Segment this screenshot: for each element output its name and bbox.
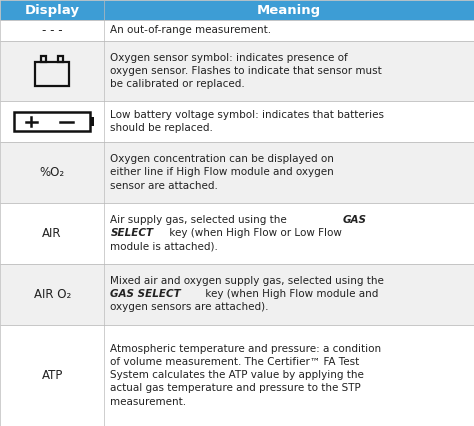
Text: An out-of-range measurement.: An out-of-range measurement. [110,26,272,35]
Text: AIR: AIR [42,227,62,240]
Text: Atmospheric temperature and pressure: a condition: Atmospheric temperature and pressure: a … [110,344,382,354]
Text: sensor are attached.: sensor are attached. [110,181,219,190]
Text: SELECT: SELECT [110,228,154,238]
Bar [35,62,69,86]
Text: should be replaced.: should be replaced. [110,123,213,133]
Bar [0,264,474,325]
Text: actual gas temperature and pressure to the STP: actual gas temperature and pressure to t… [110,383,361,394]
Text: Mixed air and oxygen supply gas, selected using the: Mixed air and oxygen supply gas, selecte… [110,276,384,286]
Bar [0,142,474,203]
Text: oxygen sensors are attached).: oxygen sensors are attached). [110,302,269,312]
Text: %O₂: %O₂ [39,166,65,179]
Text: Air supply gas, selected using the: Air supply gas, selected using the [110,215,291,225]
Bar [0,0,474,20]
Text: oxygen sensor. Flashes to indicate that sensor must: oxygen sensor. Flashes to indicate that … [110,66,382,76]
Bar [58,56,63,62]
Text: System calculates the ATP value by applying the: System calculates the ATP value by apply… [110,370,365,380]
Bar [41,56,46,62]
Bar [0,101,474,142]
Text: Oxygen concentration can be displayed on: Oxygen concentration can be displayed on [110,154,334,164]
Bar [0,325,474,426]
Bar [14,112,90,131]
Bar [0,20,474,40]
Text: GAS: GAS [343,215,367,225]
Text: measurement.: measurement. [110,397,187,407]
Text: Oxygen sensor symbol: indicates presence of: Oxygen sensor symbol: indicates presence… [110,53,348,63]
Text: Low battery voltage symbol: indicates that batteries: Low battery voltage symbol: indicates th… [110,110,384,120]
Text: be calibrated or replaced.: be calibrated or replaced. [110,79,245,89]
Text: key (when High Flow or Low Flow: key (when High Flow or Low Flow [166,228,342,238]
Text: either line if High Flow module and oxygen: either line if High Flow module and oxyg… [110,167,334,177]
Text: Display: Display [25,4,80,17]
Bar [90,118,94,126]
Text: - - -: - - - [42,24,63,37]
Text: of volume measurement. The Certifier™ FA Test: of volume measurement. The Certifier™ FA… [110,357,360,367]
Text: module is attached).: module is attached). [110,242,219,251]
Bar [0,203,474,264]
Text: GAS SELECT: GAS SELECT [110,289,181,299]
Text: key (when High Flow module and: key (when High Flow module and [202,289,378,299]
Bar [0,40,474,101]
Text: AIR O₂: AIR O₂ [34,288,71,301]
Text: Meaning: Meaning [257,4,321,17]
Text: ATP: ATP [41,369,63,382]
